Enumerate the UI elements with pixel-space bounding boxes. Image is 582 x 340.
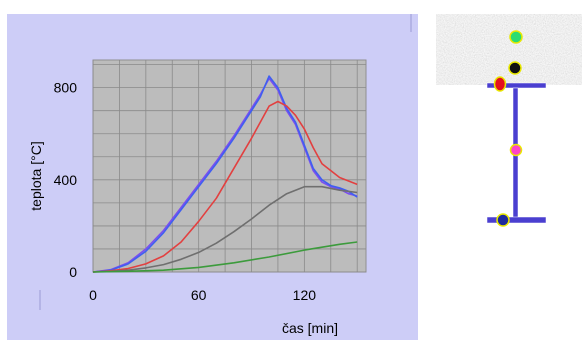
- series-line-4: [92, 185, 358, 273]
- x-axis-label: čas [min]: [282, 320, 338, 336]
- series-line-2: [92, 75, 358, 273]
- series-line-3: [92, 100, 358, 273]
- plot-area: [92, 59, 367, 273]
- bottom-flange: [486, 216, 547, 224]
- x-tick-label: 0: [89, 287, 97, 303]
- plot-grid: [92, 60, 366, 273]
- dot-slab-bottom: [508, 61, 522, 75]
- dot-bottom-flange: [496, 213, 510, 227]
- y-axis-label: teplota [°C]: [28, 141, 44, 210]
- y-tick-label: 800: [54, 80, 78, 96]
- concrete-slab: [436, 14, 582, 85]
- dot-slab-top: [509, 30, 523, 44]
- y-tick-labels: 0 400 800: [54, 80, 78, 280]
- x-tick-label: 120: [293, 287, 317, 303]
- dot-web: [509, 143, 523, 157]
- x-tick-labels: 0 60 120: [89, 287, 316, 303]
- y-tick-label: 0: [69, 264, 77, 280]
- dot-top-flange: [493, 76, 507, 92]
- cross-section: [436, 14, 582, 227]
- data-series: [92, 75, 358, 273]
- y-tick-label: 400: [54, 172, 78, 188]
- series-line-5: [92, 241, 358, 273]
- x-tick-label: 60: [191, 287, 207, 303]
